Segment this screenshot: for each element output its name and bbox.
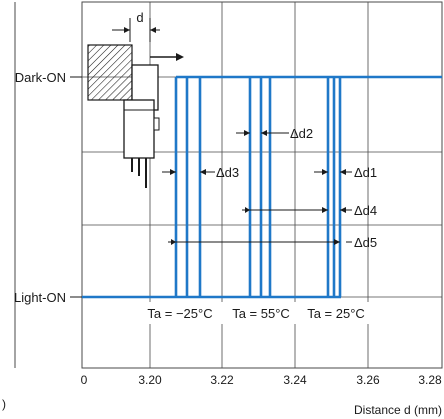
- x-tick-3: 3.24: [283, 373, 307, 387]
- x-tick-5: 3.28: [418, 373, 442, 387]
- sensor-case: [123, 99, 155, 159]
- x-axis-label: Distance d (mm): [354, 403, 442, 417]
- delta-d5-label: Δd5: [354, 235, 377, 250]
- temp-label-minus25: Ta = −25°C: [147, 306, 212, 321]
- temp-label-55: Ta = 55°C: [232, 306, 290, 321]
- delta-d4-label: Δd4: [354, 203, 377, 218]
- x-tick-0: 0: [81, 373, 88, 387]
- x-tick-2: 3.22: [210, 373, 234, 387]
- left-partial-label: ): [2, 397, 6, 411]
- dimension-arrows: [162, 130, 352, 245]
- x-tick-4: 3.26: [356, 373, 380, 387]
- light-on-label: Light-ON: [14, 290, 66, 305]
- x-tick-1: 3.20: [138, 373, 162, 387]
- d-dimension-label: d: [136, 10, 143, 25]
- delta-d3-label: Δd3: [216, 165, 239, 180]
- plot-frame: [81, 1, 443, 369]
- dark-on-label: Dark-ON: [15, 70, 66, 85]
- temp-label-25: Ta = 25°C: [307, 306, 365, 321]
- delta-d2-label: Δd2: [290, 126, 313, 141]
- shutter-plate: [87, 44, 133, 101]
- switching-traces: [82, 75, 442, 299]
- delta-d1-label: Δd1: [354, 165, 377, 180]
- sensor-illustration: d: [87, 10, 184, 188]
